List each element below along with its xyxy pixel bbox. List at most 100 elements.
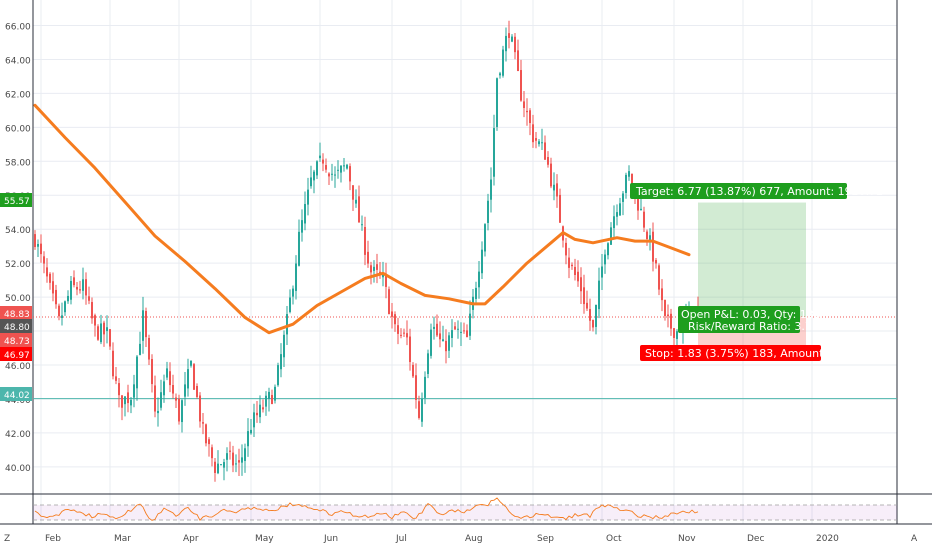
y-tick-label: 52.00: [5, 260, 31, 270]
x-tick-label: Oct: [606, 534, 622, 544]
candle-body: [457, 328, 459, 330]
candle-body: [553, 184, 555, 191]
candle-body: [88, 296, 90, 301]
candle-body: [241, 457, 243, 463]
candle-body: [514, 36, 516, 53]
candle-body: [79, 289, 81, 291]
candle-body: [532, 124, 534, 143]
price-tag: 48.73: [0, 333, 32, 347]
candle-body: [613, 216, 615, 229]
candle-body: [109, 329, 111, 347]
moving-average: [33, 103, 691, 335]
candle-body: [595, 304, 597, 327]
candle-body: [94, 315, 96, 326]
x-tick-label: Nov: [678, 534, 696, 544]
candle-body: [577, 271, 579, 282]
candle-body: [49, 273, 51, 283]
price-tag-bg: [0, 306, 32, 320]
x-tick-label: Dec: [747, 534, 764, 544]
candle-body: [247, 431, 249, 447]
candle-body: [217, 463, 219, 474]
x-tick-label: Aug: [465, 534, 483, 544]
candle-body: [496, 78, 498, 127]
candle-body: [238, 460, 240, 463]
position-labels: Target: 6.77 (13.87%) 677, Amount: 1920.…: [630, 183, 883, 361]
candle-body: [166, 368, 168, 378]
candle-body: [574, 266, 576, 275]
candle-body: [391, 311, 393, 317]
candle-body: [646, 231, 648, 240]
candle-body: [202, 422, 204, 424]
candle-body: [61, 315, 63, 318]
candle-body: [601, 266, 603, 278]
candle-body: [253, 412, 255, 428]
candle-body: [427, 353, 429, 374]
candle-body: [214, 461, 216, 473]
price-tag: 46.97: [0, 347, 32, 361]
candle-body: [544, 142, 546, 160]
candle-body: [649, 235, 651, 242]
candle-body: [592, 319, 594, 328]
candle-body: [148, 337, 150, 360]
candle-body: [145, 310, 147, 338]
candle-body: [376, 264, 378, 270]
candle-body: [517, 50, 519, 72]
candle-body: [106, 327, 108, 332]
candle-body: [463, 330, 465, 332]
candle-body: [151, 359, 153, 385]
candle-body: [406, 333, 408, 338]
candle-body: [409, 336, 411, 363]
candle-body: [91, 302, 93, 319]
candle-body: [469, 313, 471, 336]
candle-body: [436, 323, 438, 336]
price-tag-text: 46.97: [4, 351, 30, 361]
candle-body: [268, 391, 270, 399]
candle-body: [178, 398, 180, 422]
candle-body: [430, 329, 432, 356]
candle-body: [670, 313, 672, 329]
candle-body: [310, 177, 312, 187]
candle-body: [676, 331, 678, 339]
candle-body: [97, 326, 99, 340]
candle-body: [130, 399, 132, 406]
candle-body: [286, 314, 288, 335]
candle-body: [196, 386, 198, 397]
axis-scale-buttons[interactable]: Z A: [4, 534, 918, 544]
candle-body: [628, 171, 630, 177]
candle-body: [355, 199, 357, 204]
candle-body: [115, 376, 117, 381]
candle-body: [43, 256, 45, 264]
candle-body: [523, 101, 525, 108]
scale-button-right: A: [911, 534, 918, 544]
candle-body: [604, 254, 606, 265]
candle-body: [385, 273, 387, 287]
candle-body: [112, 350, 114, 377]
candle-body: [367, 251, 369, 264]
candle-body: [226, 453, 228, 460]
profit-zone: [698, 202, 806, 317]
candle-body: [598, 280, 600, 310]
candle-body: [40, 243, 42, 255]
candle-body: [349, 166, 351, 182]
price-tag-text: 48.80: [4, 323, 30, 333]
candle-body: [526, 110, 528, 113]
candle-body: [142, 310, 144, 341]
y-tick-label: 42.00: [5, 430, 31, 440]
candle-body: [565, 242, 567, 256]
candle-body: [640, 208, 642, 210]
candle-body: [298, 231, 300, 266]
candle-body: [373, 266, 375, 271]
candle-body: [673, 328, 675, 338]
candle-body: [187, 369, 189, 389]
candle-body: [466, 330, 468, 338]
candle-body: [382, 273, 384, 278]
y-tick-label: 62.00: [5, 90, 31, 100]
price-tags: 55.57 48.83 48.80 48.73 46.97 44.02: [0, 193, 32, 401]
candle-body: [415, 375, 417, 400]
candle-body: [619, 203, 621, 216]
candle-body: [352, 185, 354, 200]
x-tick-label: Mar: [114, 534, 131, 544]
candle-body: [301, 220, 303, 233]
candle-body: [304, 203, 306, 224]
